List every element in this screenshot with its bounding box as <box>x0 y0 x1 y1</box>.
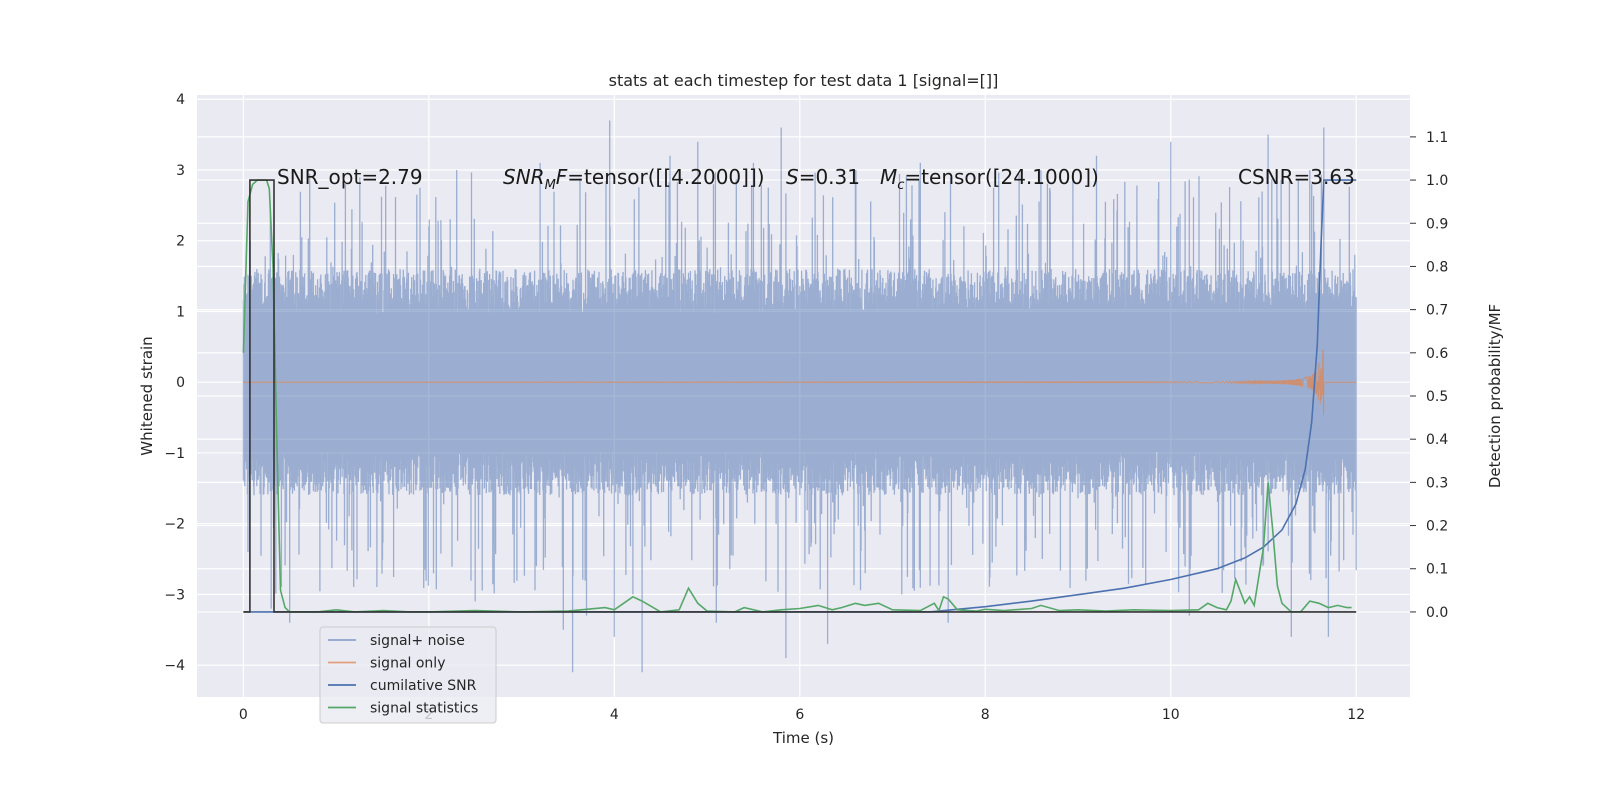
y-tick-label-right: 0.6 <box>1426 346 1448 362</box>
annotation-mc-value: =tensor([24.1000]) <box>904 165 1098 189</box>
y-tick-label-left: −3 <box>164 587 185 603</box>
x-tick-label: 0 <box>239 707 248 723</box>
series-signal-only <box>242 349 1357 415</box>
y-tick-label-left: 4 <box>176 92 185 108</box>
y-tick-label-right: 0.9 <box>1426 216 1448 232</box>
y-tick-label-left: 2 <box>176 234 185 250</box>
y-tick-label-right: 0.4 <box>1426 432 1448 448</box>
annotation-mc-symbol: M <box>880 165 897 189</box>
annotation-snr-mf: SNRMF=tensor([[4.2000]]) <box>503 165 765 193</box>
annotation-snr-mf-subscript: M <box>545 178 556 193</box>
y-axis-label-right: Detection probability/MF <box>1486 304 1504 488</box>
y-tick-label-left: −1 <box>164 446 185 462</box>
y-tick-label-right: 1.0 <box>1426 173 1448 189</box>
y-tick-label-left: 3 <box>176 163 185 179</box>
legend-label: signal only <box>370 656 445 672</box>
y-tick-label-left: 0 <box>176 375 185 391</box>
annotation-csnr: CSNR=3.63 <box>1238 165 1355 189</box>
annotation-s-symbol: S <box>786 165 799 189</box>
legend: signal+ noise signal only cumilative SNR si… <box>319 626 497 724</box>
y-tick-label-right: 0.1 <box>1426 562 1448 578</box>
series-line-signal-statistics <box>242 179 1352 613</box>
series-line-black-step <box>243 179 1357 613</box>
y-tick-label-right: 0.7 <box>1426 303 1448 319</box>
x-tick-label: 8 <box>981 707 990 723</box>
x-tick-label: 6 <box>795 707 804 723</box>
series-line-signal-only <box>242 349 1357 415</box>
legend-item-cumilative-snr: cumilative SNR <box>328 678 477 694</box>
x-tick-label: 10 <box>1162 707 1180 723</box>
legend-label: cumilative SNR <box>370 678 477 694</box>
legend-item-signal-noise: signal+ noise <box>328 633 465 649</box>
series-lines <box>242 179 1357 613</box>
y-tick-label-right: 0.0 <box>1426 605 1448 621</box>
chart-title: stats at each timestep for test data 1 [… <box>609 71 999 90</box>
annotation-snr-opt: SNR_opt=2.79 <box>277 165 423 189</box>
annotation-snr-mf-value: =tensor([[4.2000]]) <box>567 165 764 189</box>
y-tick-label-right: 1.1 <box>1426 130 1448 146</box>
annotation-mc: Mc=tensor([24.1000]) <box>880 165 1099 193</box>
tick-labels: 024681012−4−3−2−1012340.00.10.20.30.40.5… <box>164 92 1448 723</box>
legend-label: signal+ noise <box>370 633 465 649</box>
x-axis-label: Time (s) <box>772 729 834 747</box>
y-axis-label-left: Whitened strain <box>138 336 156 455</box>
legend-label: signal statistics <box>370 701 478 717</box>
annotation-s-value: =0.31 <box>799 165 860 189</box>
annotation-snr-mf-f: F <box>556 165 568 189</box>
annotation-mc-subscript: c <box>897 178 904 193</box>
y-tick-label-left: −4 <box>164 658 185 674</box>
legend-box <box>319 626 497 724</box>
y-tick-label-right: 0.2 <box>1426 519 1448 535</box>
y-tick-label-left: 1 <box>176 304 185 320</box>
y-tick-label-right: 0.5 <box>1426 389 1448 405</box>
x-tick-label: 4 <box>610 707 619 723</box>
legend-item-signal-statistics: signal statistics <box>328 701 478 717</box>
y-tick-label-left: −2 <box>164 517 185 533</box>
y-tick-label-right: 0.3 <box>1426 475 1448 491</box>
y-tick-label-right: 0.8 <box>1426 259 1448 275</box>
annotation-snr-mf-symbol: SNR <box>503 165 545 189</box>
annotation-s: S=0.31 <box>786 165 860 189</box>
x-tick-label: 12 <box>1347 707 1365 723</box>
legend-item-signal-only: signal only <box>328 656 445 672</box>
